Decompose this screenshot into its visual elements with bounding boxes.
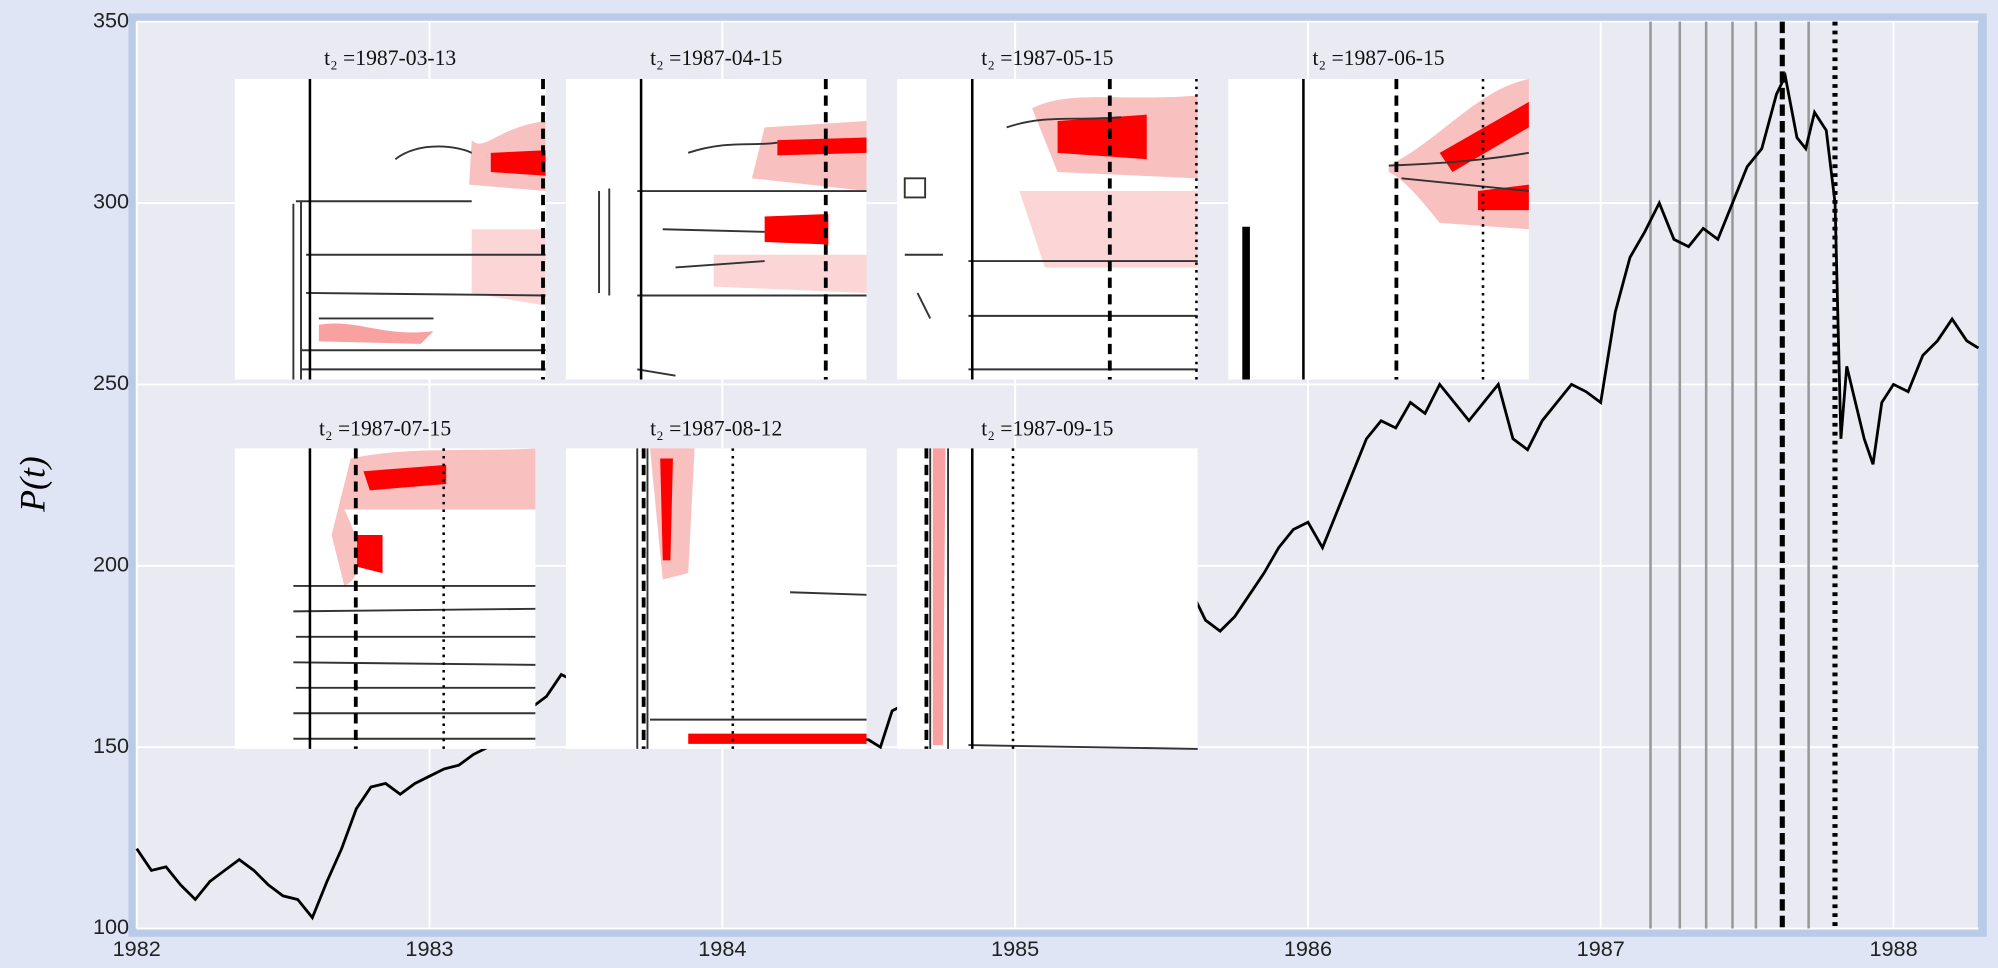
- inset-title: t₂ =1987-04-15: [650, 46, 782, 70]
- y-tick-label: 150: [93, 733, 129, 758]
- y-tick-label: 200: [93, 551, 129, 576]
- inset: [1228, 78, 1530, 380]
- inset: [565, 78, 867, 380]
- x-tick-label: 1985: [991, 936, 1039, 961]
- inset: [234, 78, 546, 380]
- inset: [897, 78, 1198, 380]
- y-tick-label: 100: [93, 914, 129, 939]
- inset: [565, 448, 867, 749]
- y-tick-label: 300: [93, 189, 129, 214]
- y-axis-label: P(t): [12, 456, 52, 512]
- inset-title: t₂ =1987-03-13: [324, 46, 456, 70]
- inset-title: t₂ =1987-05-15: [981, 46, 1113, 70]
- x-tick-label: 1982: [113, 936, 161, 961]
- price-line: [135, 71, 1980, 921]
- y-tick-label: 250: [93, 370, 129, 395]
- x-tick-label: 1984: [698, 936, 746, 961]
- insets: [234, 78, 1530, 750]
- inset: [234, 448, 536, 749]
- inset: [897, 448, 1198, 750]
- x-tick-label: 1987: [1577, 936, 1625, 961]
- x-tick-label: 1983: [405, 936, 453, 961]
- x-tick-label: 1986: [1284, 936, 1332, 961]
- inset-title: t₂ =1987-07-15: [319, 416, 451, 440]
- x-tick-label: 1988: [1869, 936, 1917, 961]
- inset-title: t₂ =1987-08-12: [650, 416, 782, 440]
- y-tick-label: 350: [93, 7, 129, 32]
- inset-title: t₂ =1987-09-15: [981, 416, 1113, 440]
- inset-title: t₂ =1987-06-15: [1312, 46, 1444, 70]
- lines: [135, 21, 1980, 929]
